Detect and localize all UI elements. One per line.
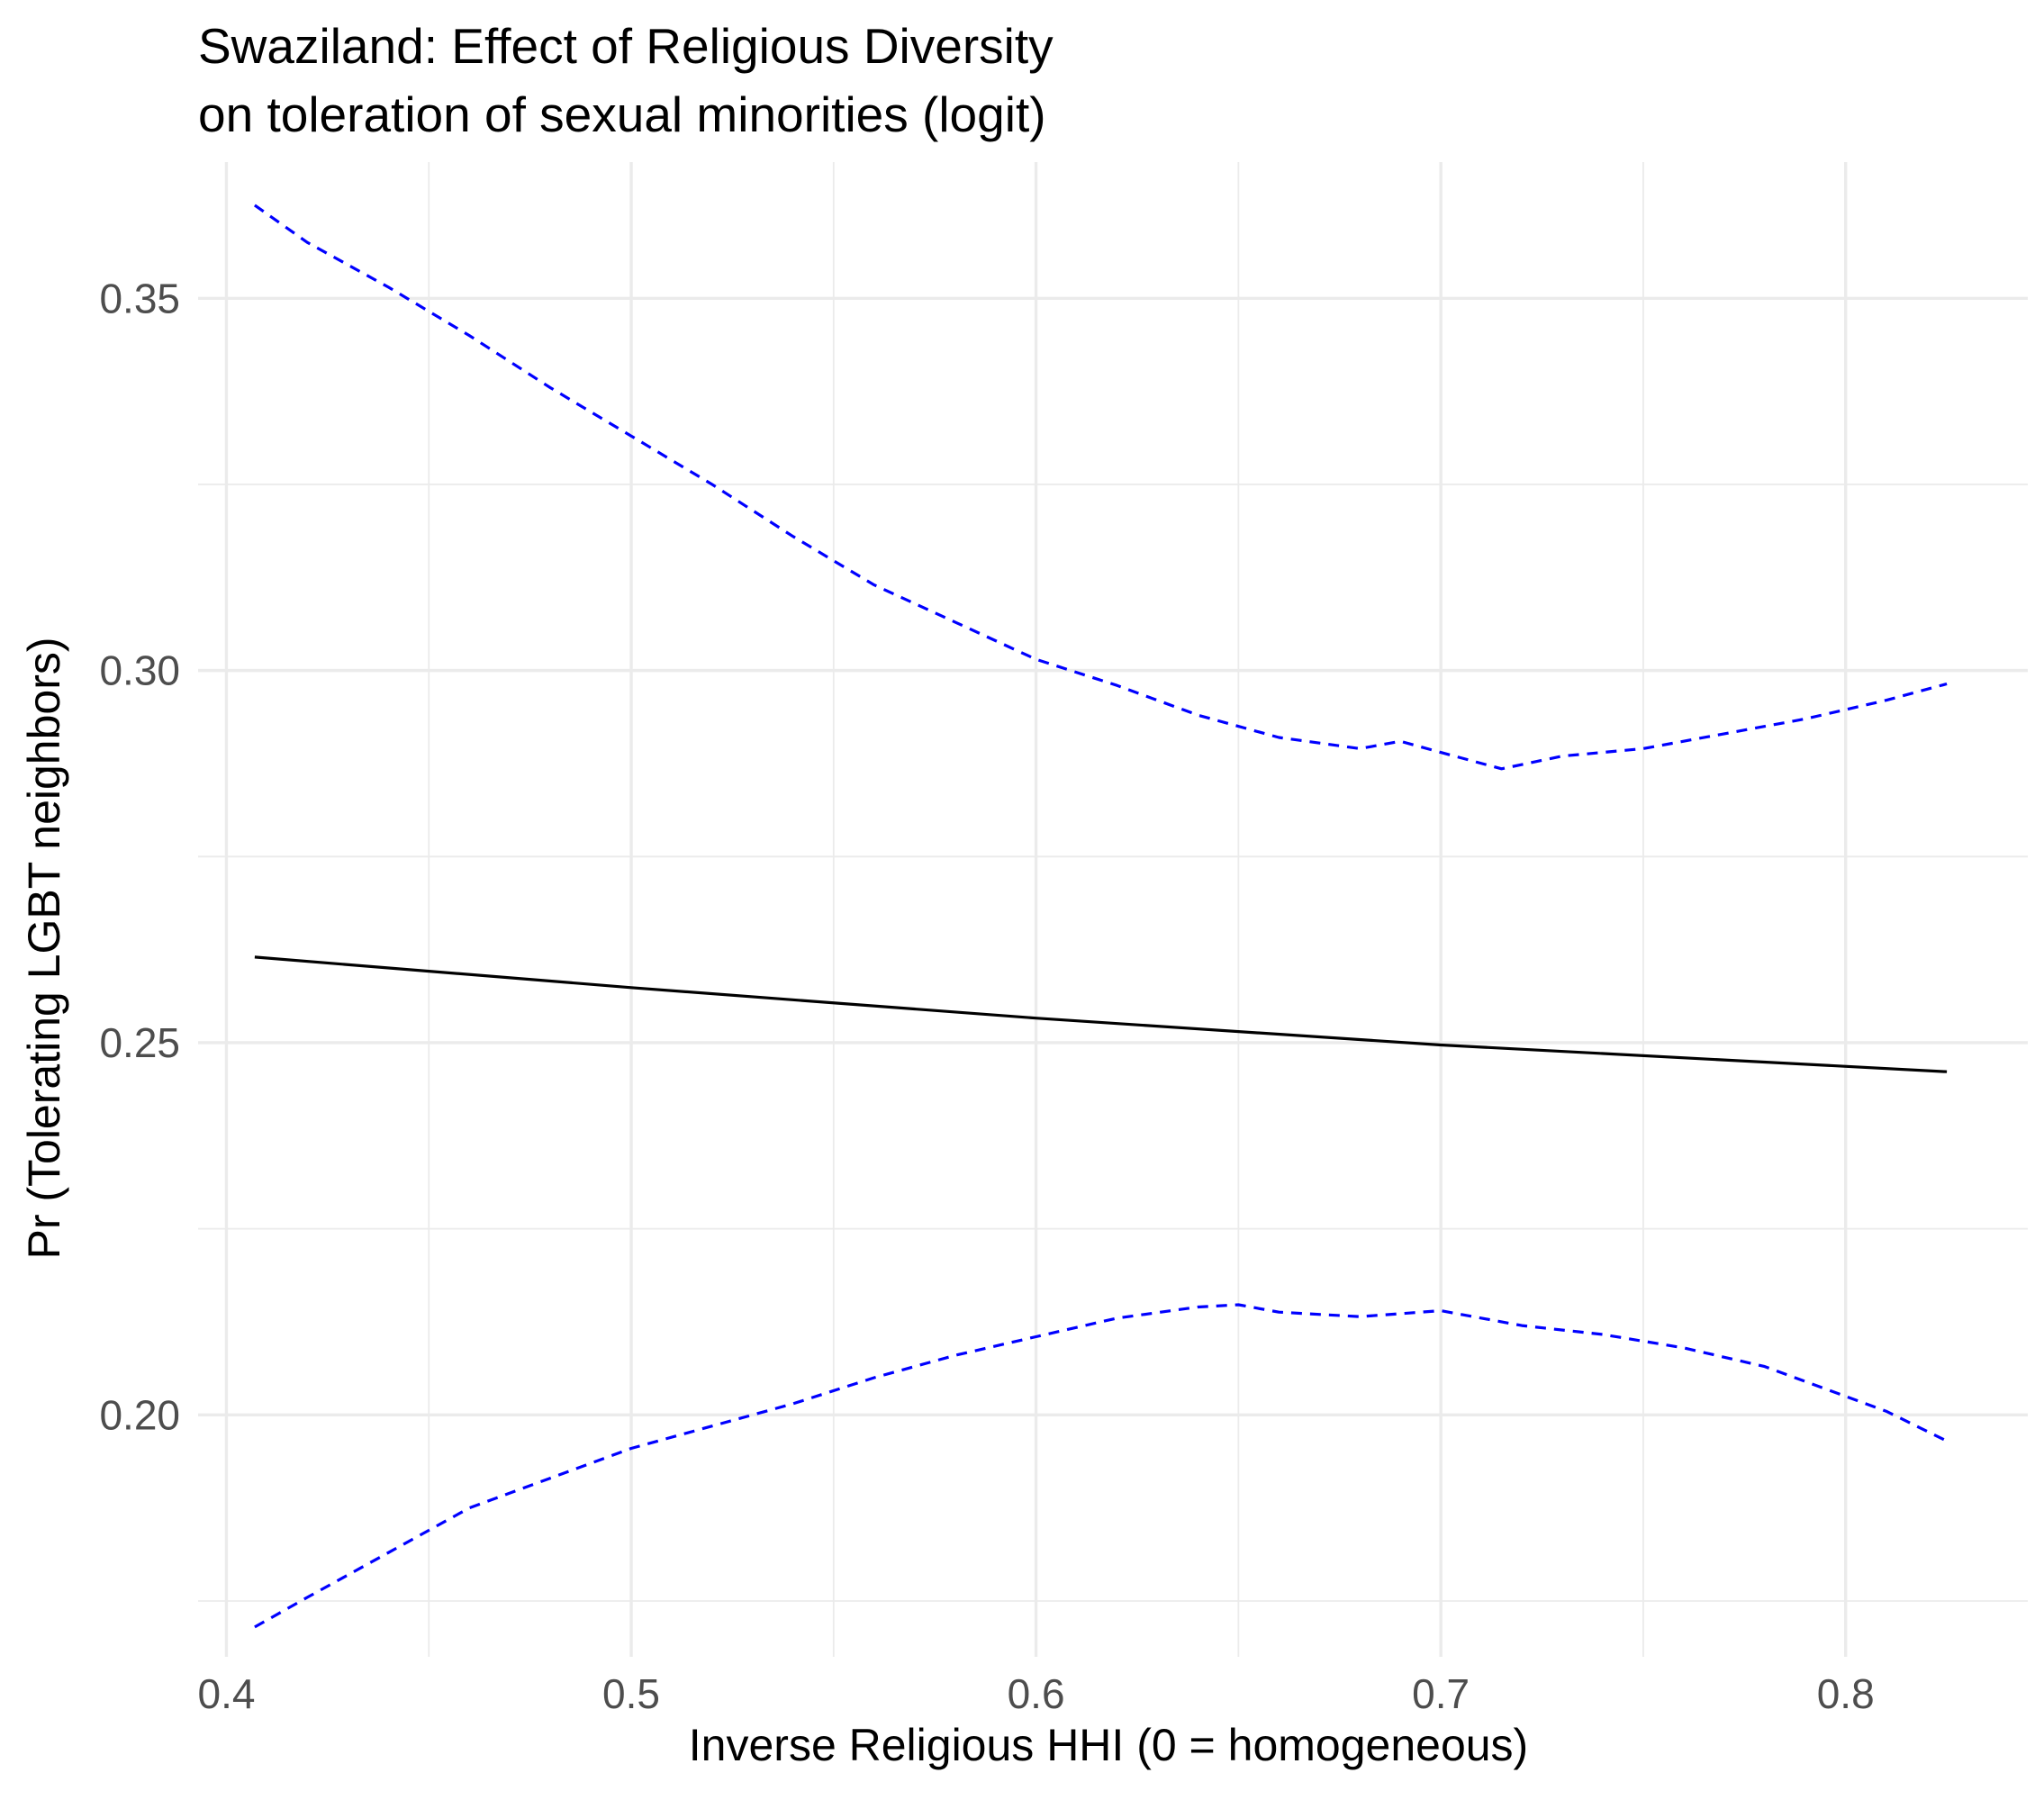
series-line-upper-ci (253, 204, 1948, 771)
y-tick-label: 0.20 (99, 1391, 180, 1438)
chart-subtitle: on toleration of sexual minorities (logi… (198, 86, 1046, 142)
y-axis-ticks: 0.20 0.25 0.30 0.35 (99, 275, 180, 1438)
x-tick-label: 0.8 (1817, 1670, 1875, 1717)
x-axis-title: Inverse Religious HHI (0 = homogeneous) (689, 1720, 1528, 1770)
x-tick-label: 0.4 (197, 1670, 255, 1717)
y-tick-label: 0.25 (99, 1019, 180, 1066)
x-tick-label: 0.7 (1412, 1670, 1470, 1717)
x-tick-label: 0.5 (602, 1670, 660, 1717)
x-axis-ticks: 0.4 0.5 0.6 0.7 0.8 (197, 1670, 1874, 1717)
x-tick-label: 0.6 (1008, 1670, 1065, 1717)
chart-title: Swaziland: Effect of Religious Diversity (198, 18, 1054, 74)
y-axis-title: Pr (Tolerating LGBT neighbors) (19, 637, 69, 1259)
y-tick-label: 0.35 (99, 275, 180, 321)
series-layer (253, 204, 1948, 1629)
major-gridlines (198, 162, 2028, 1657)
series-line-estimate (254, 955, 1948, 1073)
series-line-lower-ci (254, 1303, 1948, 1629)
y-tick-label: 0.30 (99, 647, 180, 694)
minor-gridlines (198, 162, 2028, 1657)
